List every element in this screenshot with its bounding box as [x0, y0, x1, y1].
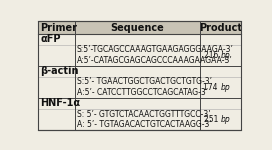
Text: Product: Product [199, 23, 242, 33]
Text: Primer: Primer [40, 23, 77, 33]
Text: bp: bp [220, 115, 230, 124]
Text: Sequence: Sequence [110, 23, 164, 33]
Text: A:5’-CATAGCGAGCAGCCCAAAGAAGAA-3’: A:5’-CATAGCGAGCAGCCCAAAGAAGAA-3’ [77, 56, 233, 65]
Text: S:5’- TGAACTGGCTGACTGCTGTG-3’: S:5’- TGAACTGGCTGACTGCTGTG-3’ [77, 77, 212, 86]
Text: S:5’-TGCAGCCAAAGTGAAGAGGGAAGA-3’: S:5’-TGCAGCCAAAGTGAAGAGGGAAGA-3’ [77, 45, 234, 54]
Text: bp: bp [220, 83, 230, 92]
Text: bp: bp [220, 51, 230, 60]
Text: 174: 174 [203, 83, 220, 92]
Text: HNF-1α: HNF-1α [40, 98, 81, 108]
Text: A: 5’- TGTAGACACTGTCACTAAGG-3’: A: 5’- TGTAGACACTGTCACTAAGG-3’ [77, 120, 212, 129]
Text: β-actin: β-actin [40, 66, 79, 76]
FancyBboxPatch shape [38, 21, 240, 34]
Text: S: 5’- GTGTCTACAACTGGTTTGCC-3’: S: 5’- GTGTCTACAACTGGTTTGCC-3’ [77, 110, 210, 118]
Text: 216: 216 [204, 51, 220, 60]
Text: A:5’- CATCCTTGGCCTCAGCATAG-3’: A:5’- CATCCTTGGCCTCAGCATAG-3’ [77, 88, 208, 97]
Text: αFP: αFP [40, 34, 61, 44]
Text: 251: 251 [204, 115, 220, 124]
